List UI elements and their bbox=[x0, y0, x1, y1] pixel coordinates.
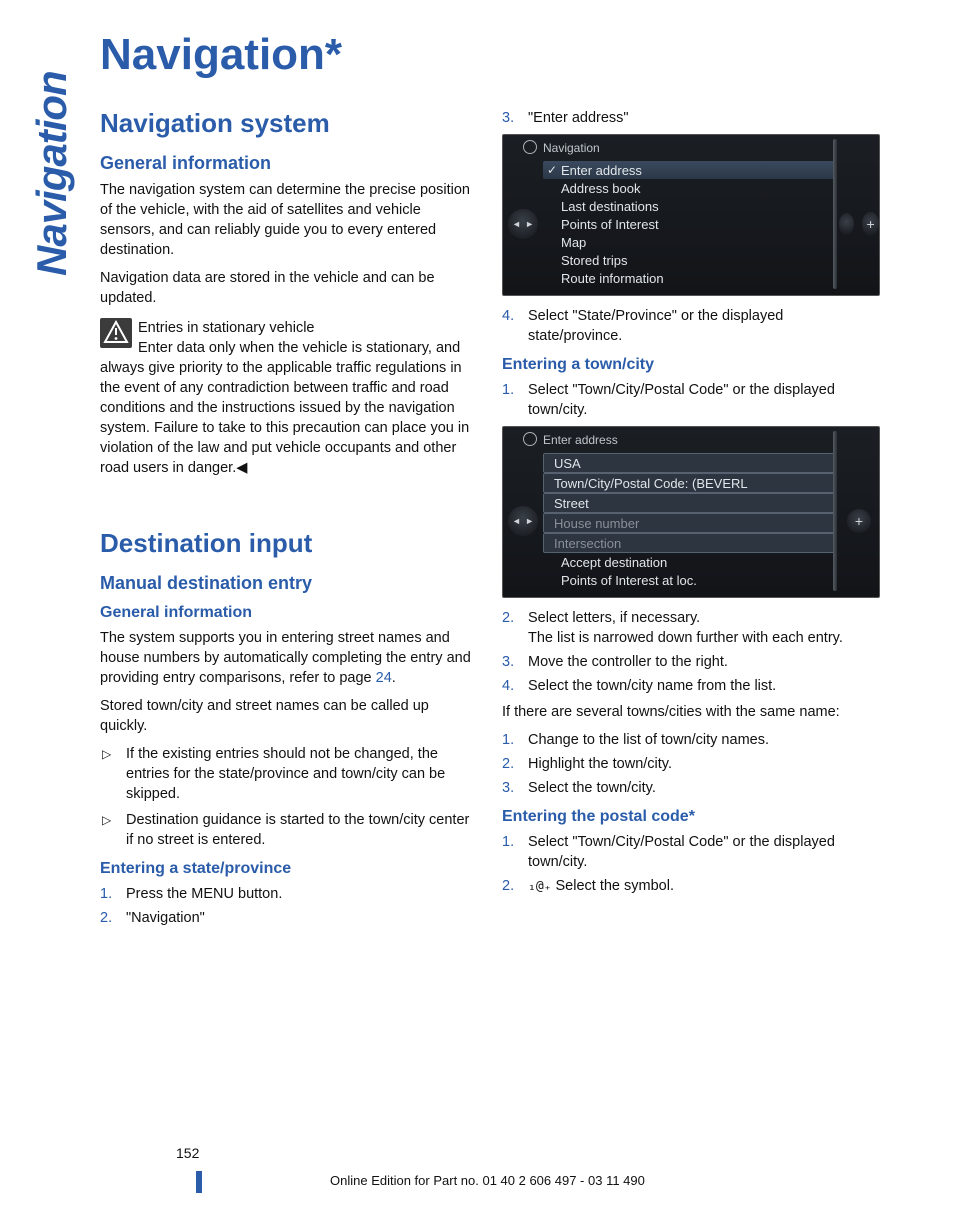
ss-plus-icon[interactable]: + bbox=[862, 212, 879, 236]
warning-body: Enter data only when the vehicle is sta­… bbox=[100, 338, 478, 478]
ss-field-house-number[interactable]: House number bbox=[543, 513, 835, 533]
footer-bar: Online Edition for Part no. 01 40 2 606 … bbox=[100, 1171, 880, 1195]
step-text: Select the symbol. bbox=[551, 878, 674, 894]
steps-town-1: Select "Town/City/Postal Code" or the di… bbox=[502, 380, 880, 420]
chapter-title: Navigation* bbox=[100, 30, 880, 80]
step-item: Highlight the town/city. bbox=[502, 754, 880, 774]
ss-right-controls: + bbox=[839, 451, 879, 591]
bullet-item: If the existing entries should not be ch… bbox=[100, 744, 478, 804]
ss-scrollbar[interactable] bbox=[833, 431, 837, 591]
ss-option-icon[interactable] bbox=[839, 213, 854, 235]
footer-accent bbox=[196, 1171, 202, 1193]
ss-scrollbar[interactable] bbox=[833, 139, 837, 289]
para-manual-1: The system supports you in entering stre… bbox=[100, 628, 478, 688]
ss-item-last-destinations[interactable]: Last destinations bbox=[543, 197, 839, 215]
section-nav-system: Navigation system bbox=[100, 108, 478, 139]
nav-header-icon bbox=[523, 140, 537, 154]
heading-enter-town: Entering a town/city bbox=[502, 356, 880, 374]
steps-several-towns: Change to the list of town/city names. H… bbox=[502, 730, 880, 798]
para-manual-2: Stored town/city and street names can be… bbox=[100, 696, 478, 736]
step-item: Change to the list of town/city names. bbox=[502, 730, 880, 750]
step-text: Select letters, if necessary. bbox=[528, 610, 700, 626]
steps-town-2: Select letters, if necessary. The list i… bbox=[502, 608, 880, 696]
heading-general-info-2: General information bbox=[100, 604, 478, 622]
two-columns: Navigation system General information Th… bbox=[100, 108, 880, 934]
step-item: Select "Town/City/Postal Code" or the di… bbox=[502, 832, 880, 872]
symbol-icon: ₁@₊ bbox=[528, 879, 551, 894]
ss-menu-list: Enter address Address book Last destinat… bbox=[543, 159, 839, 289]
ss-header: Navigation bbox=[503, 139, 879, 159]
ss-item-address-book[interactable]: Address book bbox=[543, 179, 839, 197]
step-item: Select the town/city. bbox=[502, 778, 880, 798]
step-item: Select "Town/City/Postal Code" or the di… bbox=[502, 380, 880, 420]
steps-postal: Select "Town/City/Postal Code" or the di… bbox=[502, 832, 880, 896]
step-item: Select "State/Province" or the displayed… bbox=[502, 306, 880, 346]
step-item: Select letters, if necessary. The list i… bbox=[502, 608, 880, 648]
ss-controller-dial: ◄► bbox=[503, 451, 543, 591]
step-item: Press the MENU button. bbox=[100, 884, 478, 904]
right-column: "Enter address" Navigation ◄► Enter addr… bbox=[502, 108, 880, 934]
side-tab: Navigation bbox=[8, 18, 78, 278]
page-number: 152 bbox=[176, 1145, 880, 1161]
step-item: Select the town/city name from the list. bbox=[502, 676, 880, 696]
ss-item-map[interactable]: Map bbox=[543, 233, 839, 251]
section-destination-input: Destination input bbox=[100, 528, 478, 559]
ss-item-route-info[interactable]: Route information bbox=[543, 269, 839, 287]
screenshot-navigation-menu: Navigation ◄► Enter address Address book… bbox=[502, 134, 880, 296]
steps-enter-state: Press the MENU button. "Navigation" bbox=[100, 884, 478, 928]
warning-block: Entries in stationary vehicle Enter data… bbox=[100, 318, 478, 478]
step-item: Move the controller to the right. bbox=[502, 652, 880, 672]
side-tab-label: Navigation bbox=[28, 71, 76, 276]
para-manual-1a: The system supports you in entering stre… bbox=[100, 630, 471, 686]
left-column: Navigation system General information Th… bbox=[100, 108, 478, 934]
warning-icon bbox=[100, 318, 132, 348]
ss-right-controls: + bbox=[839, 159, 879, 289]
para-several-towns: If there are several towns/cities with t… bbox=[502, 702, 880, 722]
bullet-item: Destination guidance is started to the t… bbox=[100, 810, 478, 850]
para-navsys-2: Navigation data are stored in the vehicl… bbox=[100, 268, 478, 308]
para-navsys-1: The navigation system can determine the … bbox=[100, 180, 478, 260]
ss-address-list: USA Town/City/Postal Code: (BEVERL Stree… bbox=[543, 451, 839, 591]
heading-postal-code: Entering the postal code* bbox=[502, 808, 880, 826]
page-ref-link[interactable]: 24 bbox=[376, 670, 392, 686]
enter-address-header-icon bbox=[523, 432, 537, 446]
heading-enter-state: Entering a state/province bbox=[100, 860, 478, 878]
step-item: "Enter address" bbox=[502, 108, 880, 128]
ss-controller-dial: ◄► bbox=[503, 159, 543, 289]
heading-general-info-1: General information bbox=[100, 153, 478, 174]
step-item: ₁@₊ Select the symbol. bbox=[502, 876, 880, 896]
ss-item-stored-trips[interactable]: Stored trips bbox=[543, 251, 839, 269]
ss-plus-icon[interactable]: + bbox=[847, 509, 871, 533]
step-item: "Navigation" bbox=[100, 908, 478, 928]
ss-item-poi[interactable]: Points of Interest bbox=[543, 215, 839, 233]
step-subtext: The list is narrowed down further with e… bbox=[528, 630, 843, 646]
footer-edition-text: Online Edition for Part no. 01 40 2 606 … bbox=[330, 1173, 645, 1188]
ss-header-text: Navigation bbox=[543, 141, 600, 155]
bullet-list: If the existing entries should not be ch… bbox=[100, 744, 478, 850]
heading-manual-entry: Manual destination entry bbox=[100, 573, 478, 594]
ss-header-text: Enter address bbox=[543, 433, 618, 447]
ss-item-enter-address[interactable]: Enter address bbox=[543, 161, 835, 179]
ss-field-street[interactable]: Street bbox=[543, 493, 835, 513]
ss-item-accept[interactable]: Accept destination bbox=[543, 553, 839, 571]
ss-field-intersection[interactable]: Intersection bbox=[543, 533, 835, 553]
steps-cont-1: "Enter address" bbox=[502, 108, 880, 128]
para-manual-1b: . bbox=[392, 670, 396, 686]
ss-field-town[interactable]: Town/City/Postal Code: (BEVERL bbox=[543, 473, 835, 493]
page-content: Navigation* Navigation system General in… bbox=[100, 30, 880, 934]
page-footer: 152 Online Edition for Part no. 01 40 2 … bbox=[100, 1145, 880, 1195]
steps-cont-2: Select "State/Province" or the displayed… bbox=[502, 306, 880, 346]
ss-field-country[interactable]: USA bbox=[543, 453, 835, 473]
ss-header: Enter address bbox=[503, 431, 879, 451]
ss-item-poi-loc[interactable]: Points of Interest at loc. bbox=[543, 571, 839, 589]
screenshot-enter-address: Enter address ◄► USA Town/City/Postal Co… bbox=[502, 426, 880, 598]
warning-title: Entries in stationary vehicle bbox=[100, 318, 478, 338]
